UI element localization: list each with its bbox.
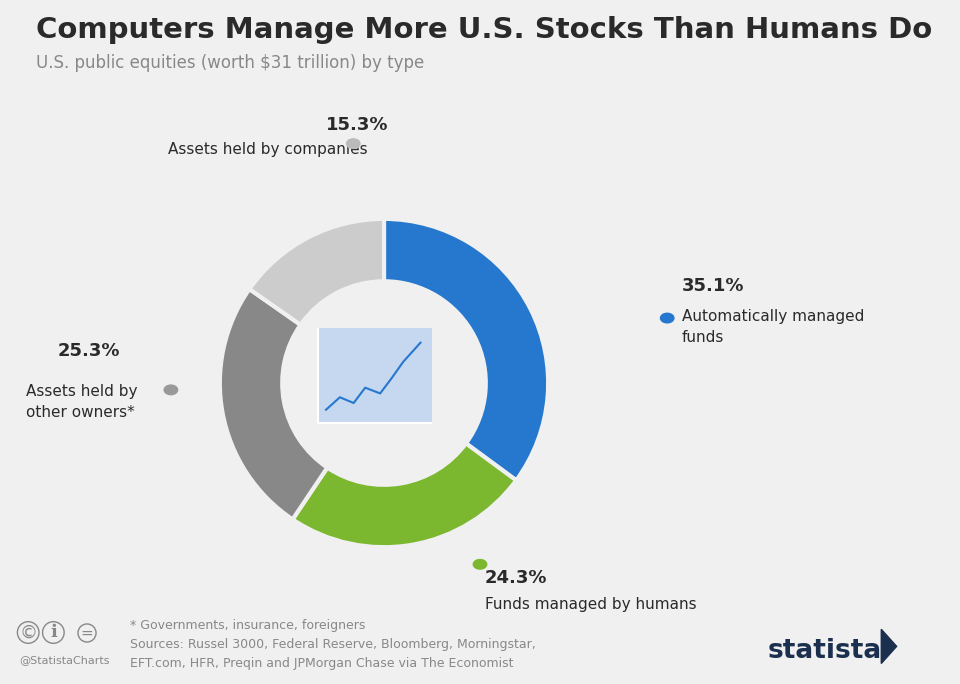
Wedge shape <box>220 289 327 519</box>
Text: Funds managed by humans: Funds managed by humans <box>485 596 696 611</box>
Wedge shape <box>384 219 548 480</box>
Text: statista: statista <box>768 638 882 664</box>
Wedge shape <box>293 443 516 547</box>
Text: Automatically managed
funds: Automatically managed funds <box>682 309 864 345</box>
Text: Assets held by companies: Assets held by companies <box>168 142 368 157</box>
Text: @StatistaCharts: @StatistaCharts <box>19 655 109 666</box>
Text: Sources: Russel 3000, Federal Reserve, Bloomberg, Morningstar,: Sources: Russel 3000, Federal Reserve, B… <box>130 638 536 651</box>
Text: 15.3%: 15.3% <box>326 116 389 134</box>
Text: ℹ: ℹ <box>50 624 57 642</box>
Wedge shape <box>250 219 384 325</box>
Text: 35.1%: 35.1% <box>682 277 744 295</box>
Text: =: = <box>81 625 93 640</box>
Text: U.S. public equities (worth $31 trillion) by type: U.S. public equities (worth $31 trillion… <box>36 55 424 73</box>
Text: 24.3%: 24.3% <box>485 570 547 588</box>
Text: EFT.com, HFR, Preqin and JPMorgan Chase via The Economist: EFT.com, HFR, Preqin and JPMorgan Chase … <box>130 657 513 670</box>
Text: Computers Manage More U.S. Stocks Than Humans Do: Computers Manage More U.S. Stocks Than H… <box>36 16 933 44</box>
Text: ©: © <box>19 624 37 642</box>
Text: * Governments, insurance, foreigners: * Governments, insurance, foreigners <box>130 619 365 632</box>
Text: 25.3%: 25.3% <box>58 342 120 360</box>
Text: Assets held by
other owners*: Assets held by other owners* <box>26 384 137 420</box>
